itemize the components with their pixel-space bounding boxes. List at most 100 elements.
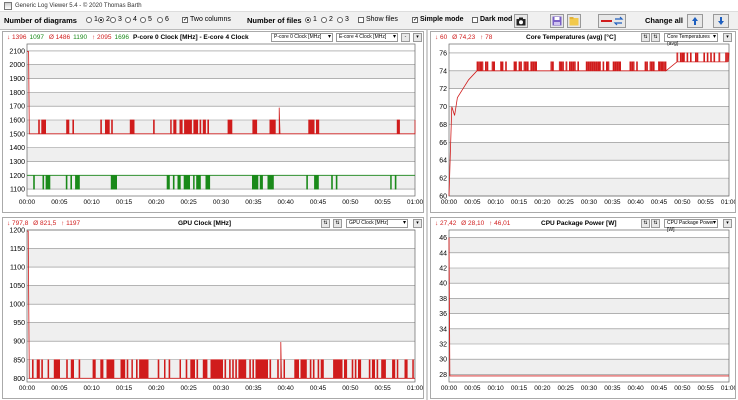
file-radio-1[interactable]: 1	[305, 16, 317, 23]
panel-title: GPU Clock [MHz]	[178, 220, 232, 227]
x-tick-label: 00:20	[534, 199, 551, 206]
show-files-checkbox[interactable]: Show files	[358, 16, 398, 23]
x-tick-label: 00:40	[278, 385, 295, 392]
column-divider[interactable]	[426, 30, 428, 400]
y-tick-label: 1000	[9, 302, 25, 309]
grid-band	[449, 70, 729, 89]
x-tick-label: 00:40	[628, 385, 645, 392]
diagram-radio-6[interactable]: 6	[157, 16, 169, 23]
y-tick-label: 850	[13, 357, 25, 364]
series-select-1[interactable]: P-core 0 Clock [MHz]	[271, 33, 333, 42]
x-tick-label: 00:55	[375, 385, 392, 392]
series-select-2[interactable]: E-core 4 Clock [MHz]	[336, 33, 398, 42]
stat-min-e: 1097	[29, 34, 44, 41]
stat-max: ↑ 46,01	[489, 220, 511, 227]
diagram-radio-5[interactable]: 5	[140, 16, 152, 23]
diagram-radio-4[interactable]: 4	[125, 16, 137, 23]
y-tick-label: 40	[439, 281, 447, 288]
y-tick-label: 1050	[9, 283, 25, 290]
grid-band	[27, 248, 415, 268]
panel-header: ↓ 27,42 Ø 28,10 ↑ 46,01 CPU Package Powe…	[431, 218, 735, 233]
x-tick-label: 00:25	[558, 199, 575, 206]
x-tick-label: 00:30	[581, 199, 598, 206]
dark-mode-checkbox[interactable]: Dark mod	[472, 16, 512, 23]
y-tick-label: 2000	[9, 62, 25, 69]
panel-expand-button[interactable]: ▾	[723, 33, 732, 42]
stat-max-p: ↑ 2095	[91, 34, 112, 41]
grid-band	[27, 64, 415, 79]
y-tick-label: 36	[439, 311, 447, 318]
save-button[interactable]	[550, 14, 564, 28]
series-line-pcore	[27, 51, 416, 135]
panel-down-button[interactable]: ⇅	[651, 219, 660, 228]
panel-header: ↓ 60 Ø 74,23 ↑ 78 Core Temperatures (avg…	[431, 32, 735, 47]
toolbar: Number of diagrams 1 2 3 4 5 6 ✓ Two colu…	[0, 12, 738, 30]
series-select[interactable]: GPU Clock [MHz]	[346, 219, 408, 228]
x-tick-label: 00:45	[310, 385, 327, 392]
panel-down-button[interactable]: ⇅	[333, 219, 342, 228]
file-radio-2[interactable]: 2	[321, 16, 333, 23]
panel-expand-button[interactable]: ▾	[723, 219, 732, 228]
screenshot-button[interactable]	[514, 14, 528, 28]
stat-avg-e: 1190	[73, 34, 88, 41]
swap-colors-button[interactable]	[598, 14, 626, 28]
panel-up-button[interactable]: ⇅	[641, 219, 650, 228]
file-radio-3[interactable]: 3	[337, 16, 349, 23]
scroll-down-button[interactable]	[713, 14, 729, 28]
grid-band	[449, 237, 729, 253]
diagram-radio-3[interactable]: 3	[110, 16, 122, 23]
panel-header: ↓ 1396 1097 Ø 1486 1190 ↑ 2095 1696 P-core …	[3, 32, 423, 43]
panel-expand-button[interactable]: ▾	[413, 33, 422, 42]
folder-icon	[569, 17, 579, 26]
scroll-up-button[interactable]	[687, 14, 703, 28]
simple-mode-checkbox[interactable]: ✓ Simple mode	[412, 16, 464, 23]
x-tick-label: 00:05	[51, 385, 68, 392]
open-folder-button[interactable]	[567, 14, 581, 28]
panel-expand-button[interactable]: ▾	[413, 219, 422, 228]
x-tick-label: 00:35	[604, 385, 621, 392]
y-tick-label: 46	[439, 235, 447, 242]
x-tick-label: 00:10	[488, 199, 505, 206]
x-tick-label: 00:10	[84, 199, 101, 206]
x-tick-label: 00:20	[534, 385, 551, 392]
y-tick-label: 950	[13, 320, 25, 327]
y-tick-label: 70	[439, 104, 447, 111]
diagram-radio-2[interactable]: 2	[98, 16, 110, 23]
x-tick-label: 01:00	[407, 385, 423, 392]
stat-max-e: 1696	[114, 34, 129, 41]
grid-band	[27, 285, 415, 305]
panel-up-button[interactable]: ⇅	[641, 33, 650, 42]
grid-band	[449, 178, 729, 196]
series-line-temp	[448, 52, 730, 197]
y-tick-label: 1200	[9, 228, 25, 235]
y-tick-label: 30	[439, 357, 447, 364]
x-tick-label: 00:15	[116, 199, 133, 206]
panel-stats: ↓ 27,42 Ø 28,10 ↑ 46,01	[435, 220, 513, 227]
x-tick-label: 00:45	[310, 199, 327, 206]
stat-avg: Ø 74,23	[452, 34, 476, 41]
panel-stats: ↓ 60 Ø 74,23 ↑ 78	[435, 34, 495, 41]
grid-band	[27, 92, 415, 107]
panel-down-button[interactable]: ⇅	[651, 33, 660, 42]
stat-min: ↓ 797,8	[7, 220, 29, 227]
x-tick-label: 00:00	[19, 199, 36, 206]
x-tick-label: 00:05	[51, 199, 68, 206]
y-tick-label: 74	[439, 68, 447, 75]
diagram-radio-1[interactable]: 1	[86, 16, 98, 23]
x-tick-label: 00:05	[464, 385, 481, 392]
x-tick-label: 01:00	[721, 385, 735, 392]
num-diagrams-label: Number of diagrams	[4, 16, 77, 25]
x-tick-label: 00:50	[342, 385, 359, 392]
grid-band	[449, 106, 729, 125]
y-tick-label: 34	[439, 326, 447, 333]
x-tick-label: 00:45	[651, 199, 668, 206]
x-tick-label: 00:55	[698, 385, 715, 392]
two-columns-checkbox[interactable]: ✓ Two columns	[182, 16, 231, 23]
x-tick-label: 00:30	[213, 385, 230, 392]
window-title: Generic Log Viewer 5.4 - © 2020 Thomas B…	[15, 2, 142, 9]
num-files-label: Number of files	[247, 16, 302, 25]
panel-up-button[interactable]: ⇅	[321, 219, 330, 228]
x-tick-label: 00:00	[19, 385, 36, 392]
panel-title: CPU Package Power [W]	[541, 220, 617, 227]
panel-menu-button[interactable]: -	[401, 33, 410, 42]
